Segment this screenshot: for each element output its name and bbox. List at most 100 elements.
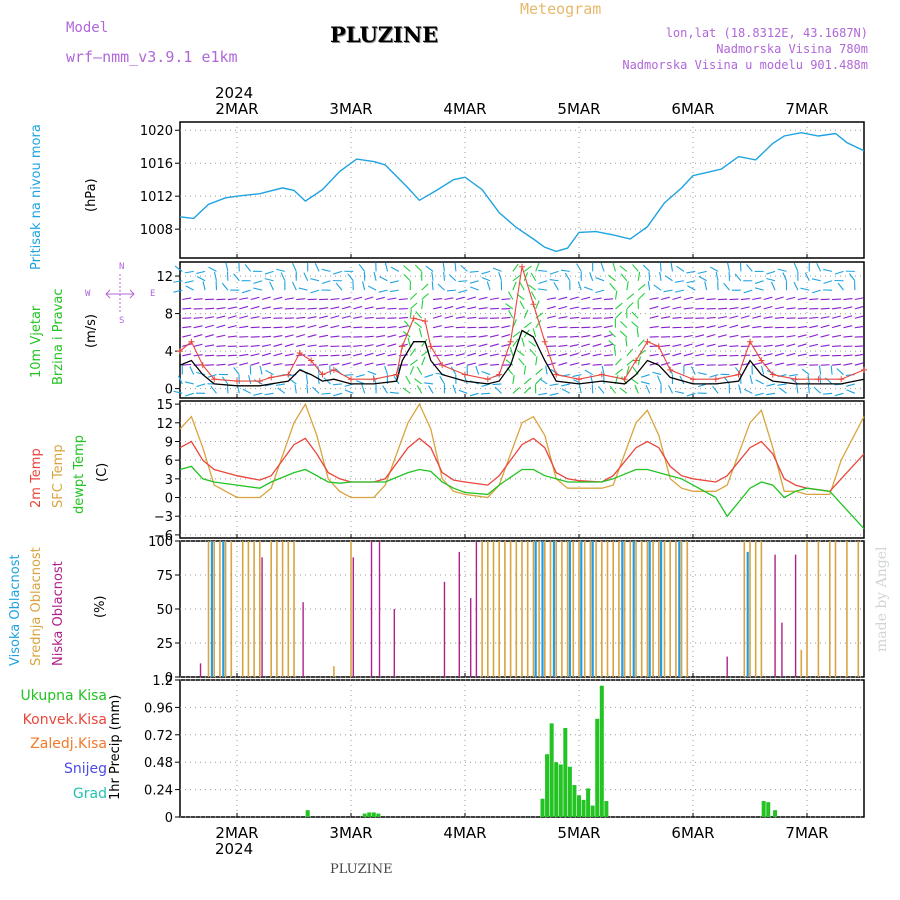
precip-bar-8	[554, 762, 559, 817]
precip-bar-0	[305, 810, 310, 817]
wind-arrow-320	[424, 382, 434, 385]
wind-arrow-392	[492, 267, 502, 272]
wind-arrow-741	[766, 392, 776, 396]
wind-arrow-825	[834, 392, 844, 397]
wind-arrow-671	[712, 385, 719, 394]
wind-arrow-379	[481, 276, 491, 282]
precip-bar-22	[761, 801, 766, 817]
wind-arrow-416	[505, 359, 514, 366]
legend-snow: Snijeg	[63, 761, 107, 777]
wind-arrow-715	[754, 280, 764, 284]
wind-arrow-39	[196, 371, 206, 376]
wind-arrow-408	[512, 281, 517, 291]
precip-tick-label-1: 0.96	[144, 701, 173, 716]
wind-arrow-263	[384, 365, 389, 375]
wind-arrow-366	[470, 286, 479, 291]
wind-arrow-352	[458, 289, 468, 294]
wind-arrow-195	[321, 392, 331, 395]
wind-arrow-536	[615, 302, 623, 310]
wind-arrow-605	[672, 296, 682, 301]
wind-arrow-111	[253, 392, 263, 396]
wind-arrow-553	[619, 330, 628, 338]
wind-arrow-505	[589, 272, 594, 281]
wind-arrow-802	[831, 307, 842, 310]
wind-arrow-273	[398, 334, 408, 338]
wind-arrow-209	[333, 392, 343, 397]
wind-arrow-421	[523, 272, 529, 281]
wind-arrow-518	[600, 262, 605, 272]
wind-arrow-146	[296, 325, 306, 329]
panel-frame-1	[179, 261, 865, 399]
wind-arrow-102	[261, 306, 271, 310]
wind-arrow-611	[672, 352, 682, 357]
wind-arrow-663	[717, 316, 728, 319]
wind-arrow-269	[398, 298, 408, 301]
wind-arrow-360	[467, 362, 477, 366]
wind-arrow-307	[416, 385, 423, 394]
wind-arrow-508	[592, 307, 602, 310]
wind-arrow-12	[177, 375, 183, 385]
wind-arrow-92	[250, 344, 260, 347]
wind-arrow-775	[809, 316, 819, 319]
wind-tick-label-2: 4	[165, 345, 173, 360]
wind-arrow-725	[760, 365, 765, 375]
wind-arrow-537	[615, 311, 623, 319]
wind-arrow-404	[492, 383, 502, 386]
wind-gust-marker-14	[393, 371, 400, 378]
wind-arrow-485	[569, 352, 579, 357]
wind-arrow-452	[546, 305, 556, 310]
wind-arrow-384	[490, 325, 500, 329]
wind-arrow-30	[202, 281, 206, 291]
wind-arrow-693	[740, 335, 750, 338]
wind-arrow-784	[816, 263, 822, 272]
wind-arrow-285	[409, 309, 412, 319]
wind-arrow-689	[740, 297, 750, 301]
wind-arrow-267	[389, 280, 400, 284]
wind-gust-marker-4	[234, 378, 240, 385]
wind-gust-marker-0	[177, 348, 183, 355]
wind-speed-line	[179, 329, 865, 387]
wind-arrow-736	[774, 344, 784, 347]
temp-tick-label-7: −6	[154, 529, 173, 544]
wind-arrow-331	[444, 353, 454, 357]
wind-arrow-317	[433, 354, 443, 357]
wind-arrow-637	[695, 334, 705, 338]
wind-arrow-239	[373, 271, 377, 281]
wind-arrow-349	[452, 384, 457, 394]
precip-bar-12	[572, 785, 577, 817]
coords-label: lon,lat (18.8312E, 43.1687N)	[665, 26, 868, 40]
wind-arrow-176	[319, 345, 329, 347]
wind-arrow-142	[291, 281, 297, 291]
wind-arrow-664	[717, 324, 727, 329]
wind-arrow-162	[307, 344, 317, 347]
wind-arrow-229	[364, 316, 374, 319]
legend-frozen: Zaledj.Kisa	[30, 736, 107, 752]
wind-arrow-576	[647, 281, 651, 291]
wind-arrow-494	[581, 307, 591, 310]
wind-arrow-797	[813, 386, 822, 394]
wind-arrow-66	[227, 362, 237, 366]
wind-arrow-433	[523, 386, 532, 394]
compass-n: N	[119, 262, 125, 272]
panel-frame-0	[179, 121, 865, 259]
wind-arrow-526	[603, 343, 613, 347]
wind-arrow-617	[674, 280, 684, 283]
wind-gust-marker-28	[576, 376, 582, 383]
wind-arrow-328	[444, 325, 454, 329]
wind-arrow-703	[752, 297, 762, 301]
model-value: wrf–nmm_v3.9.1 e1km	[66, 48, 238, 66]
wind-arrow-822	[843, 362, 853, 366]
wind-arrow-619	[683, 296, 693, 301]
wind-gust-marker-19	[439, 362, 446, 369]
wind-arrow-713	[744, 388, 753, 394]
day-label-bottom-0: 2MAR	[215, 824, 258, 842]
wind-arrow-357	[467, 335, 477, 338]
wind-arrow-374	[478, 363, 488, 366]
wind-arrow-326	[444, 305, 454, 310]
wind-arrow-756	[793, 262, 799, 272]
wind-arrow-577	[649, 297, 659, 301]
wind-arrow-633	[695, 297, 705, 301]
wind-arrow-574	[642, 264, 651, 272]
precip-bar-4	[376, 813, 381, 817]
wind-arrow-597	[660, 353, 670, 357]
